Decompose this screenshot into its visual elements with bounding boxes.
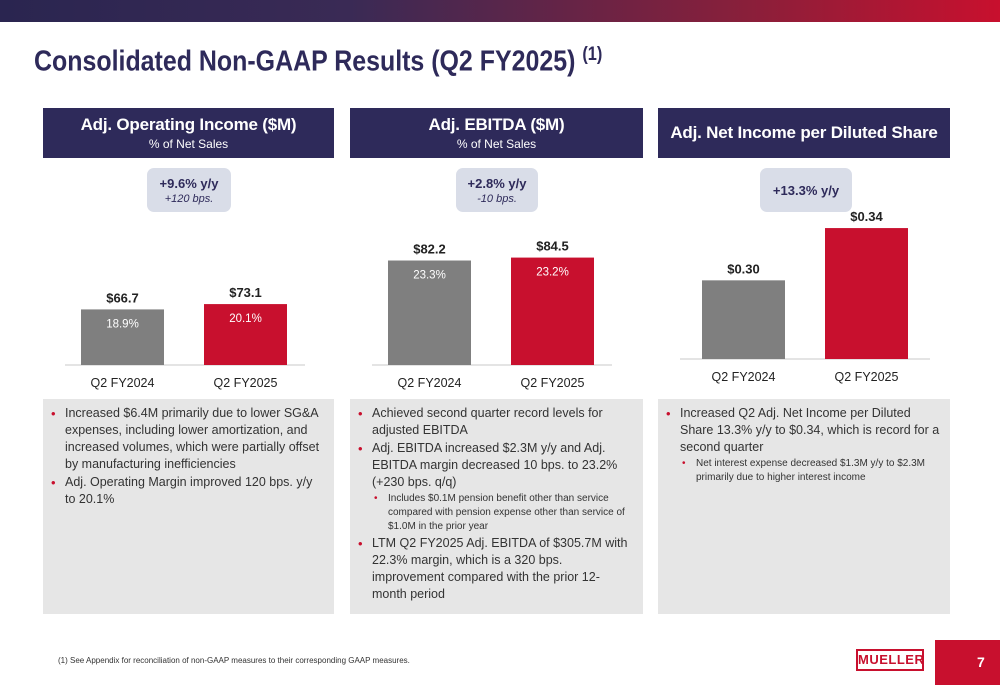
badge-growth: +9.6% y/y — [159, 175, 219, 191]
top-gradient-bar — [0, 0, 1000, 22]
bar-q2-fy2025 — [204, 304, 287, 365]
bullet-item: Adj. Operating Margin improved 120 bps. … — [51, 474, 324, 508]
x-tick-label: Q2 FY2025 — [214, 376, 278, 390]
bullets-net-income-per-share: Increased Q2 Adj. Net Income per Diluted… — [658, 399, 950, 614]
bar-value-label: $82.2 — [413, 242, 446, 257]
panel-header-net-income-per-share: Adj. Net Income per Diluted Share — [658, 108, 950, 158]
badge-growth: +2.8% y/y — [467, 175, 527, 191]
bar-value-label: $73.1 — [229, 285, 262, 300]
bar-margin-label: 20.1% — [229, 313, 262, 325]
bullet-item: LTM Q2 FY2025 Adj. EBITDA of $305.7M wit… — [358, 535, 633, 603]
bar-margin-label: 23.2% — [536, 267, 569, 279]
panel-title: Adj. Operating Income ($M) — [80, 115, 297, 134]
bar-q2-fy2024 — [702, 280, 785, 359]
growth-badge-net-income-per-share: +13.3% y/y — [760, 168, 852, 212]
bar-q2-fy2025 — [825, 228, 908, 359]
chart-net-income-per-share: $0.30 Q2 FY2024 $0.34 Q2 FY2025 — [680, 209, 930, 384]
bullets-operating-income: Increased $6.4M primarily due to lower S… — [43, 399, 334, 614]
panel-title: Adj. Net Income per Diluted Share — [670, 123, 938, 142]
x-tick-label: Q2 FY2024 — [398, 376, 462, 390]
footnote: (1) See Appendix for reconciliation of n… — [58, 656, 410, 665]
page-number: 7 — [935, 640, 1000, 685]
bar-value-label: $0.30 — [727, 261, 760, 276]
badge-margin-change: +120 bps. — [164, 192, 214, 205]
panel-title: Adj. EBITDA ($M) — [428, 115, 565, 134]
bar-q2-fy2024 — [388, 260, 471, 365]
bar-value-label: $84.5 — [536, 239, 569, 254]
badge-margin-change: -10 bps. — [477, 192, 517, 205]
panel-subtitle: % of Net Sales — [148, 137, 229, 151]
sub-bullet-item: Net interest expense decreased $1.3M y/y… — [666, 457, 940, 485]
panel-subtitle: % of Net Sales — [456, 137, 537, 151]
bullet-item: Increased Q2 Adj. Net Income per Diluted… — [666, 405, 940, 456]
title-footnote-marker: (1) — [582, 44, 603, 65]
sub-bullet-item: Includes $0.1M pension benefit other tha… — [358, 492, 633, 534]
bar-margin-label: 18.9% — [106, 318, 139, 330]
panel-header-operating-income: Adj. Operating Income ($M) % of Net Sale… — [43, 108, 334, 158]
page-title: Consolidated Non-GAAP Results (Q2 FY2025… — [34, 44, 603, 78]
x-tick-label: Q2 FY2025 — [835, 370, 899, 384]
bullet-item: Adj. EBITDA increased $2.3M y/y and Adj.… — [358, 440, 633, 491]
x-tick-label: Q2 FY2024 — [91, 376, 155, 390]
bullets-ebitda: Achieved second quarter record levels fo… — [350, 399, 643, 614]
x-tick-label: Q2 FY2024 — [712, 370, 776, 384]
bullet-item: Achieved second quarter record levels fo… — [358, 405, 633, 439]
bar-value-label: $66.7 — [106, 290, 139, 305]
bullet-item: Increased $6.4M primarily due to lower S… — [51, 405, 324, 473]
chart-operating-income: $66.7 18.9% Q2 FY2024 $73.1 20.1% Q2 FY2025 — [65, 285, 305, 390]
bar-value-label: $0.34 — [850, 209, 883, 224]
growth-badge-operating-income: +9.6% y/y +120 bps. — [147, 168, 231, 212]
mueller-logo: MUELLER — [856, 649, 924, 671]
badge-growth: +13.3% y/y — [772, 182, 840, 198]
bar-margin-label: 23.3% — [413, 270, 446, 282]
bar-q2-fy2025 — [511, 257, 594, 365]
growth-badge-ebitda: +2.8% y/y -10 bps. — [456, 168, 538, 212]
bar-q2-fy2024 — [81, 309, 164, 365]
chart-ebitda: $82.2 23.3% Q2 FY2024 $84.5 23.2% Q2 FY2025 — [372, 239, 612, 390]
panel-header-ebitda: Adj. EBITDA ($M) % of Net Sales — [350, 108, 643, 158]
x-tick-label: Q2 FY2025 — [521, 376, 585, 390]
